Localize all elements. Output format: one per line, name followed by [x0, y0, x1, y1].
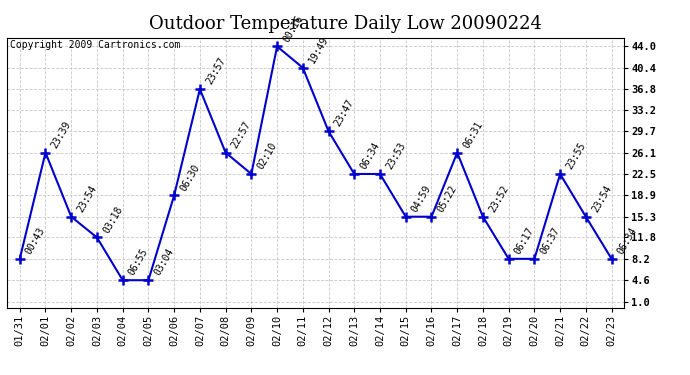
Text: 23:47: 23:47	[333, 98, 356, 129]
Text: Outdoor Temperature Daily Low 20090224: Outdoor Temperature Daily Low 20090224	[148, 15, 542, 33]
Text: 23:54: 23:54	[75, 183, 99, 214]
Text: 23:55: 23:55	[564, 141, 588, 171]
Text: 06:37: 06:37	[539, 226, 562, 256]
Text: 03:04: 03:04	[152, 247, 176, 278]
Text: 06:55: 06:55	[127, 247, 150, 278]
Text: 23:54: 23:54	[590, 183, 613, 214]
Text: 05:22: 05:22	[435, 183, 459, 214]
Text: 06:30: 06:30	[178, 162, 201, 193]
Text: 23:57: 23:57	[204, 56, 228, 86]
Text: 00:16: 00:16	[282, 13, 304, 44]
Text: 06:17: 06:17	[513, 226, 536, 256]
Text: 22:57: 22:57	[230, 119, 253, 150]
Text: 06:31: 06:31	[462, 119, 484, 150]
Text: 23:52: 23:52	[487, 183, 511, 214]
Text: Copyright 2009 Cartronics.com: Copyright 2009 Cartronics.com	[10, 40, 180, 50]
Text: 03:18: 03:18	[101, 204, 124, 235]
Text: 00:43: 00:43	[24, 226, 48, 256]
Text: 19:49: 19:49	[307, 34, 331, 65]
Text: 06:34: 06:34	[615, 226, 639, 256]
Text: 04:59: 04:59	[410, 183, 433, 214]
Text: 06:34: 06:34	[358, 141, 382, 171]
Text: 23:39: 23:39	[50, 119, 73, 150]
Text: 02:10: 02:10	[255, 141, 279, 171]
Text: 23:53: 23:53	[384, 141, 408, 171]
